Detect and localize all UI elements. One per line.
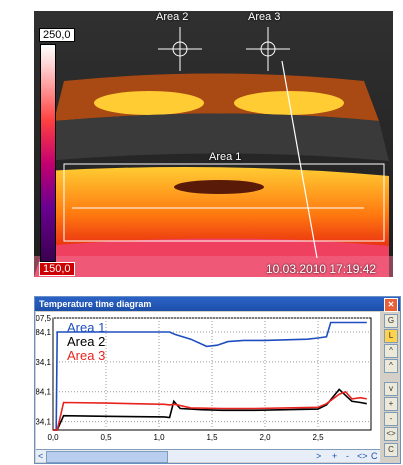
x-tick-label: 2,0 [259,433,271,442]
scroll-right-button[interactable]: > [316,451,322,461]
h-zoom-in-button[interactable]: + [332,451,338,461]
temperature-chart: 0,0 0,5 1,0 1,5 2,0 2,5 207,5 184,1 134,1 84,1 34,… [31,314,372,442]
x-tick-label: 1,0 [153,433,165,442]
h-fit-button[interactable]: <> [357,451,368,461]
scroll-down-button[interactable]: v [384,382,398,396]
thermal-scene [34,11,393,277]
horizontal-scrollbar[interactable]: < > + - <> C [36,449,380,463]
scale-max-label: 250,0 [39,28,75,42]
area-2-label: Area 2 [156,11,189,23]
x-tick-label: 2,5 [312,433,324,442]
side-toolbar: G L ^ ^ v + - <> C [382,312,399,462]
y-tick-label: 84,1 [36,388,52,397]
area-1-label: Area 1 [209,151,242,163]
series-line-area-3 [53,390,367,431]
y-tick-label: 184,1 [36,328,52,337]
scroll-up-button[interactable]: ^ [384,344,398,358]
scroll-left-button[interactable]: < [38,451,44,461]
thermal-image: 250,0 150,0 Area 2 Area 3 Area 1 10.03.2… [34,11,393,277]
scale-min-label: 150,0 [39,262,75,276]
page-up-button[interactable]: ^ [384,359,398,373]
scroll-thumb[interactable] [46,451,168,463]
window-title: Temperature time diagram [39,299,152,309]
h-clear-button[interactable]: C [371,451,378,461]
y-tick-label: 134,1 [36,358,52,367]
global-button[interactable]: G [384,314,398,328]
legend-area-3: Area 3 [67,348,105,363]
area-3-label: Area 3 [248,11,281,23]
timestamp: 10.03.2010 17:19:42 [266,262,377,276]
y-tick-label: 207,5 [36,314,52,323]
temperature-colorbar [40,44,56,262]
h-zoom-out-button[interactable]: - [346,451,349,461]
temperature-time-diagram-window: Temperature time diagram ✕ 0,0 0,5 1,0 1,5 2… [31,296,401,464]
legend-area-2: Area 2 [67,334,105,349]
plot-area: 0,0 0,5 1,0 1,5 2,0 2,5 207,5 184,1 134,1 84,1 34,… [31,312,380,449]
fit-button[interactable]: <> [384,427,398,441]
clear-button[interactable]: C [384,443,398,457]
legend-area-1: Area 1 [67,320,105,335]
x-tick-label: 0,0 [47,433,59,442]
close-button[interactable]: ✕ [384,298,398,312]
window-titlebar[interactable]: Temperature time diagram ✕ [35,297,400,312]
series-line-area-2 [53,388,367,431]
series-line-area-1 [53,321,367,431]
y-tick-label: 34,1 [36,418,52,427]
local-button[interactable]: L [384,329,398,343]
zoom-out-button[interactable]: - [384,412,398,426]
x-tick-label: 0,5 [100,433,112,442]
x-tick-label: 1,5 [206,433,218,442]
zoom-in-button[interactable]: + [384,397,398,411]
